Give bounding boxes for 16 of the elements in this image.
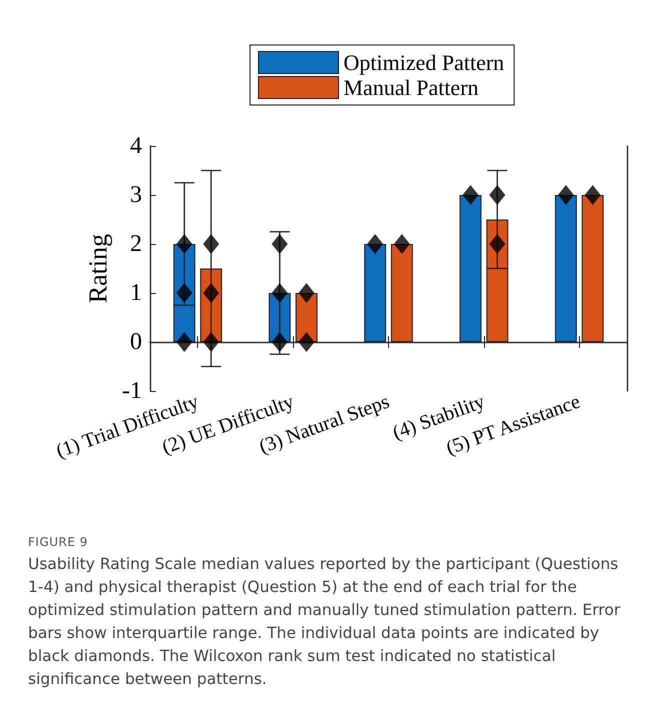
bar (364, 244, 386, 342)
y-tick-label: 2 (130, 231, 142, 257)
caption: FIGURE 9 (28, 535, 89, 549)
y-tick-label: 3 (130, 182, 142, 208)
y-tick-label: 0 (130, 329, 142, 355)
y-axis-title: Rating (84, 234, 113, 304)
bar (460, 195, 482, 342)
bar (554, 195, 577, 342)
y-tick-label: -1 (122, 378, 142, 404)
legend-label: Manual Pattern (344, 75, 479, 100)
y-tick-label: 4 (130, 133, 142, 159)
text: Usability Rating Scale median values reported by the participant (Questions 1-4) and physical therapist (Question 5) at the end of each trial for the optimized stimulation pattern and manually tuned stimulation pattern. Error bars show interquartile range. The individual data points are indicated by black diamonds. The Wilcoxon rank sum test indicated no statistical significance between patterns. (28, 554, 622, 690)
legend-label: Optimized Pattern (344, 50, 504, 75)
bar (582, 195, 604, 342)
bar (390, 244, 413, 342)
y-tick-label: 1 (130, 280, 142, 306)
